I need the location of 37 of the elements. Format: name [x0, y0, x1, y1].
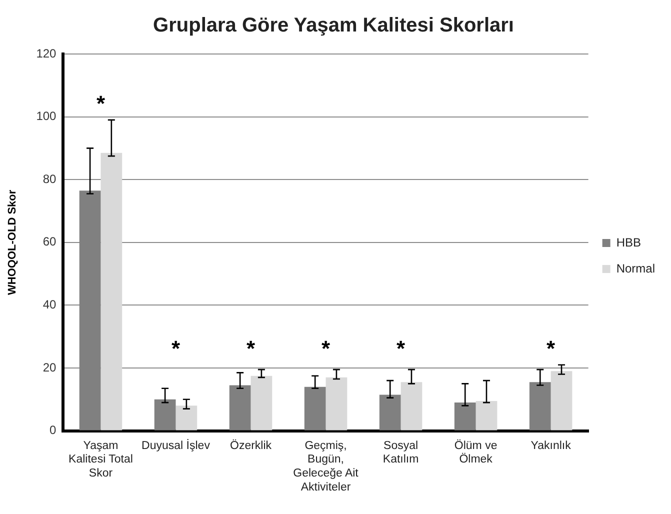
bar	[400, 382, 422, 430]
bar	[454, 402, 476, 430]
y-tick-label: 40	[42, 298, 57, 312]
bar	[379, 394, 401, 430]
x-tick-label: Sosyal Katılım	[382, 440, 419, 466]
bar	[476, 400, 498, 430]
y-tick-label: 60	[42, 234, 57, 249]
x-tick-label: Geçmiş, Bugün, Geleceğe Ait Aktiviteler	[293, 440, 360, 494]
bar	[326, 377, 348, 430]
chart-title: Gruplara Göre Yaşam Kalitesi Skorları	[153, 14, 514, 37]
bar	[250, 376, 272, 430]
annotation: *	[171, 336, 180, 361]
annotation: *	[396, 336, 406, 361]
x-tick-label: Özerklik	[230, 438, 272, 452]
bar	[176, 406, 198, 430]
bar	[154, 399, 176, 430]
x-tick-label: Ölüm ve Ölmek	[454, 438, 498, 466]
bar	[229, 385, 251, 430]
y-tick-label: 20	[42, 360, 57, 374]
bar	[529, 382, 551, 430]
annotation: *	[96, 91, 106, 116]
y-tick-label: 120	[36, 46, 57, 60]
legend-label: Normal	[616, 261, 655, 276]
y-axis-title: WHOQOL-OLD Skor	[6, 189, 19, 295]
bar	[304, 386, 326, 430]
annotation: *	[546, 336, 556, 361]
annotation: *	[321, 336, 330, 361]
legend-label: HBB	[616, 235, 642, 250]
bar	[550, 371, 572, 430]
y-tick-label: 0	[50, 423, 57, 438]
annotation: *	[246, 336, 256, 361]
x-tick-label: Duyusal İşlev	[142, 438, 210, 452]
y-tick-label: 80	[42, 172, 57, 186]
x-tick-label: Yakınlık	[530, 440, 572, 452]
y-tick-label: 100	[36, 109, 57, 124]
bar	[100, 152, 122, 430]
x-tick-label: Yaşam Kalitesi Total Skor	[68, 440, 133, 480]
